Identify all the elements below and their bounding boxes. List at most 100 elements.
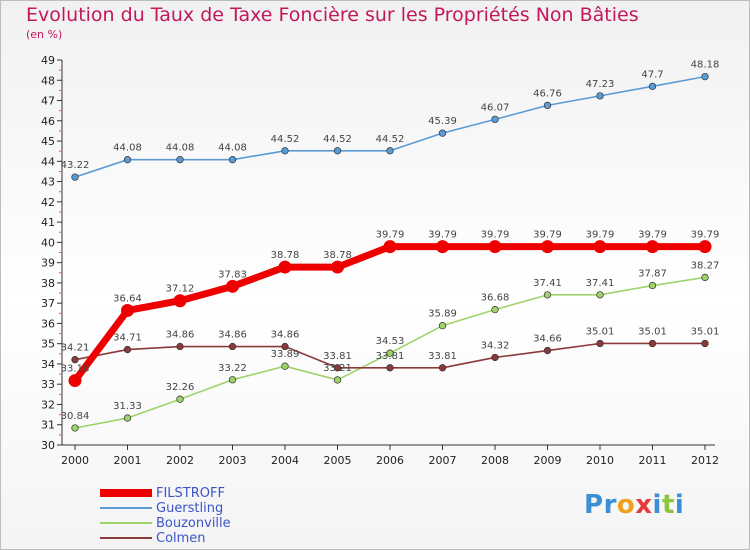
point-filstroff [541, 240, 554, 254]
data-label-colmen: 33.81 [376, 351, 405, 362]
y-tick-label: 36 [41, 317, 55, 330]
legend-swatch [100, 507, 152, 509]
x-tick-label: 2000 [61, 454, 89, 467]
point-guerstling [228, 156, 237, 164]
logo-letter: i [674, 490, 685, 520]
data-label-bouzonville: 32.26 [166, 382, 195, 393]
x-tick-label: 2010 [586, 454, 614, 467]
data-label-guerstling: 47.23 [586, 79, 615, 90]
point-colmen [281, 342, 289, 351]
point-filstroff [226, 279, 239, 293]
data-label-colmen: 35.01 [638, 326, 667, 337]
point-guerstling [281, 147, 289, 155]
point-colmen [596, 339, 604, 348]
point-filstroff [278, 260, 292, 274]
point-colmen [438, 364, 447, 372]
point-colmen [543, 346, 552, 355]
series-line-guerstling [74, 75, 706, 178]
point-bouzonville [701, 273, 709, 282]
data-label-filstroff: 36.64 [113, 293, 142, 304]
data-label-guerstling: 46.76 [533, 88, 562, 99]
data-label-guerstling: 47.7 [641, 69, 663, 80]
data-label-guerstling: 44.52 [323, 134, 352, 145]
point-guerstling [123, 156, 132, 164]
data-label-filstroff: 39.79 [586, 230, 615, 241]
point-guerstling [648, 82, 657, 90]
point-colmen [176, 342, 184, 351]
y-tick-label: 43 [41, 176, 55, 189]
data-label-bouzonville: 36.68 [481, 293, 510, 304]
data-label-filstroff: 38.78 [323, 250, 352, 261]
point-bouzonville [176, 395, 184, 403]
logo-letter: x [635, 490, 653, 520]
point-colmen [491, 353, 499, 362]
logo-letter: i [652, 490, 662, 520]
data-label-colmen: 34.86 [166, 330, 195, 341]
y-tick-label: 32 [41, 398, 55, 411]
point-colmen [333, 364, 342, 372]
chart-title: Evolution du Taux de Taxe Foncière sur l… [26, 4, 639, 26]
point-bouzonville [228, 376, 237, 384]
data-label-bouzonville: 37.41 [533, 278, 562, 289]
proxiti-logo: Proxiti [584, 490, 684, 520]
y-tick-label: 30 [41, 439, 55, 452]
point-filstroff [173, 294, 187, 308]
data-label-bouzonville: 35.89 [428, 309, 457, 320]
y-tick-label: 38 [41, 277, 55, 290]
point-guerstling [333, 147, 342, 155]
data-label-filstroff: 39.79 [481, 230, 510, 241]
point-guerstling [543, 101, 552, 110]
point-bouzonville [596, 291, 604, 299]
x-tick-label: 2004 [271, 454, 299, 467]
data-label-colmen: 33.81 [428, 351, 457, 362]
x-tick-label: 2009 [534, 454, 562, 467]
data-label-colmen: 34.86 [218, 330, 247, 341]
axes: 30 31 32 33 34 35 36 37 38 39 40 41 42 43 44 45 46 47 48 49… [41, 54, 719, 467]
y-tick-label: 48 [41, 74, 55, 87]
data-label-bouzonville: 34.53 [376, 336, 405, 347]
data-label-guerstling: 44.08 [113, 143, 142, 154]
point-filstroff [646, 240, 659, 254]
point-guerstling [491, 115, 499, 124]
data-label-colmen: 35.01 [586, 326, 615, 337]
point-bouzonville [123, 414, 132, 422]
point-bouzonville [281, 362, 289, 370]
point-filstroff [698, 240, 712, 254]
point-colmen [386, 364, 394, 372]
y-tick-label: 47 [41, 95, 55, 108]
data-label-colmen: 34.71 [113, 333, 142, 344]
legend-swatch [100, 489, 152, 497]
data-label-guerstling: 46.07 [481, 102, 510, 113]
point-filstroff [436, 240, 449, 254]
x-tick-label: 2007 [429, 454, 457, 467]
point-bouzonville [386, 349, 394, 357]
data-label-guerstling: 48.18 [691, 60, 720, 71]
series-layer [68, 72, 712, 432]
y-tick-label: 44 [41, 155, 55, 168]
data-label-bouzonville: 37.41 [586, 278, 615, 289]
legend-label: Colmen [156, 531, 206, 546]
data-label-guerstling: 44.08 [218, 143, 247, 154]
point-filstroff [488, 240, 502, 254]
data-labels: 33.18 36.64 37.12 37.83 38.78 38.78 39.79 39.79… [61, 60, 720, 422]
data-label-bouzonville: 30.84 [61, 411, 90, 422]
data-label-colmen: 34.86 [271, 330, 300, 341]
y-tick-label: 33 [41, 378, 55, 391]
point-filstroff [383, 240, 397, 254]
data-label-filstroff: 39.79 [533, 230, 562, 241]
point-colmen [71, 356, 79, 364]
data-label-guerstling: 44.52 [376, 134, 405, 145]
x-tick-label: 2008 [481, 454, 509, 467]
point-filstroff [68, 374, 82, 388]
data-label-bouzonville: 33.89 [271, 349, 300, 360]
legend-label: Guerstling [156, 501, 224, 516]
legend-swatch [100, 522, 152, 524]
point-guerstling [438, 129, 447, 137]
x-tick-label: 2006 [376, 454, 404, 467]
logo-letter: o [616, 490, 636, 520]
data-label-colmen: 35.01 [691, 326, 720, 337]
point-bouzonville [333, 376, 342, 384]
point-colmen [701, 339, 709, 348]
x-tick-label: 2001 [114, 454, 142, 467]
